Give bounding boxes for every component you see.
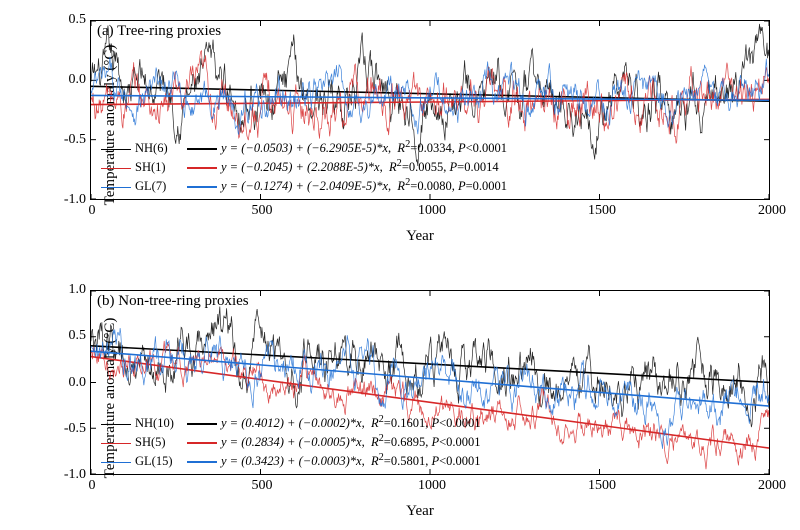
legend-swatch <box>101 443 131 444</box>
legend-series-name: NH(10) <box>135 415 183 432</box>
legend-r2: R2=0.0334 <box>397 141 451 155</box>
panel-title-b: (b) Non-tree-ring proxies <box>97 293 249 310</box>
legend-p: P<0.0001 <box>431 416 480 430</box>
legend-row: NH(10)y = (0.4012) + (−0.0002)*x, R2=0.1… <box>97 413 481 432</box>
legend-equation: y = (0.3423) + (−0.0003)*x <box>221 454 362 468</box>
x-tick-label: 1000 <box>412 478 452 494</box>
legend-series-name: NH(6) <box>135 140 183 157</box>
legend-swatch <box>101 149 131 150</box>
y-tick-label: 1.0 <box>60 282 86 298</box>
x-tick-label: 2000 <box>752 478 792 494</box>
y-tick-label: -0.5 <box>60 132 86 148</box>
legend-trend-swatch <box>187 148 217 150</box>
legend-swatch <box>101 424 131 425</box>
legend-trend-swatch <box>187 186 217 188</box>
y-tick-label: 0.0 <box>60 72 86 88</box>
x-axis-label-b: Year <box>406 503 434 520</box>
legend-row: SH(1)y = (−0.2045) + (2.2088E-5)*x, R2=0… <box>97 157 507 176</box>
legend-trend-swatch <box>187 423 217 425</box>
legend-trend-swatch <box>187 167 217 169</box>
x-tick-label: 1000 <box>412 203 452 219</box>
legend-swatch <box>101 168 131 169</box>
legend-series-name: SH(1) <box>135 159 183 176</box>
legend-row: GL(7)y = (−0.1274) + (−2.0409E-5)*x, R2=… <box>97 176 507 195</box>
legend-equation: y = (0.2834) + (−0.0005)*x <box>221 435 362 449</box>
x-tick-label: 0 <box>72 478 112 494</box>
legend-p: P<0.0001 <box>431 435 480 449</box>
y-tick-label: -0.5 <box>60 421 86 437</box>
legend-equation: y = (0.4012) + (−0.0002)*x <box>221 416 362 430</box>
panel-title-a: (a) Tree-ring proxies <box>97 23 221 40</box>
y-tick-label: 0.5 <box>60 12 86 28</box>
x-tick-label: 500 <box>242 203 282 219</box>
legend-series-name: GL(7) <box>135 178 183 195</box>
legend-trend-swatch <box>187 442 217 444</box>
legend-row: SH(5)y = (0.2834) + (−0.0005)*x, R2=0.68… <box>97 432 481 451</box>
panel-b: Temperature anomaly (°C) (b) Non-tree-ri… <box>60 280 780 515</box>
legend-series-name: SH(5) <box>135 434 183 451</box>
legend-r2: R2=0.0055 <box>389 160 443 174</box>
x-tick-label: 0 <box>72 203 112 219</box>
legend-p: P<0.0001 <box>431 454 480 468</box>
legend-b: NH(10)y = (0.4012) + (−0.0002)*x, R2=0.1… <box>97 413 481 470</box>
legend-equation: y = (−0.1274) + (−2.0409E-5)*x <box>221 179 388 193</box>
x-tick-label: 1500 <box>582 478 622 494</box>
legend-r2: R2=0.0080 <box>397 179 451 193</box>
legend-series-name: GL(15) <box>135 453 183 470</box>
legend-r2: R2=0.6895 <box>371 435 425 449</box>
y-tick-label: 0.5 <box>60 328 86 344</box>
legend-p: P=0.0014 <box>450 160 499 174</box>
plot-area-b: (b) Non-tree-ring proxies NH(10) y = (0.4… <box>90 290 770 475</box>
x-tick-label: 2000 <box>752 203 792 219</box>
x-tick-label: 1500 <box>582 203 622 219</box>
plot-area-a: (a) Tree-ring proxies NH(6) y = (−0.0503)… <box>90 20 770 200</box>
legend-row: GL(15)y = (0.3423) + (−0.0003)*x, R2=0.5… <box>97 451 481 470</box>
legend-row: NH(6)y = (−0.0503) + (−6.2905E-5)*x, R2=… <box>97 138 507 157</box>
legend-equation: y = (−0.0503) + (−6.2905E-5)*x <box>221 141 388 155</box>
x-axis-label-a: Year <box>406 228 434 245</box>
legend-equation: y = (−0.2045) + (2.2088E-5)*x <box>221 160 380 174</box>
legend-p: P=0.0001 <box>458 179 507 193</box>
y-tick-label: 0.0 <box>60 375 86 391</box>
legend-r2: R2=0.1601 <box>371 416 425 430</box>
legend-a: NH(6)y = (−0.0503) + (−6.2905E-5)*x, R2=… <box>97 138 507 195</box>
legend-p: P<0.0001 <box>458 141 507 155</box>
legend-trend-swatch <box>187 461 217 463</box>
legend-swatch <box>101 187 131 188</box>
legend-r2: R2=0.5801 <box>371 454 425 468</box>
legend-swatch <box>101 462 131 463</box>
figure: Temperature anomaly (°C) (a) Tree-ring p… <box>0 0 800 530</box>
x-tick-label: 500 <box>242 478 282 494</box>
panel-a: Temperature anomaly (°C) (a) Tree-ring p… <box>60 10 780 240</box>
